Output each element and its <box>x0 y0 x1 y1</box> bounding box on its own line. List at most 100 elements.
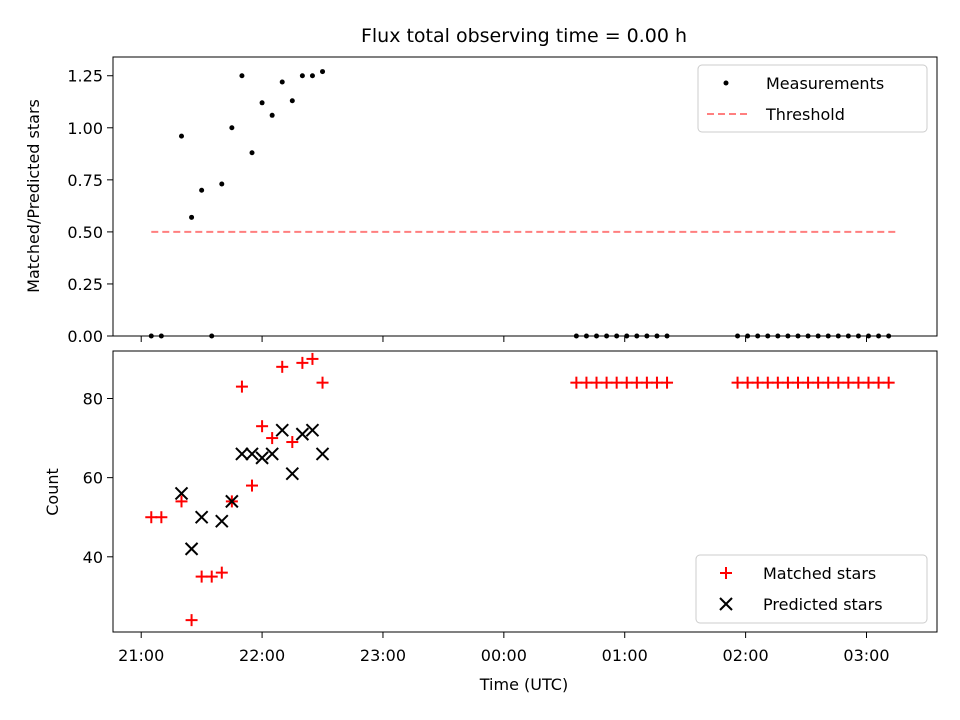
bottom-x-tick-label: 23:00 <box>360 646 406 665</box>
measurement-point <box>309 73 315 79</box>
top-legend-box <box>697 64 928 133</box>
matched-star-point <box>832 376 845 389</box>
matched-star-point <box>276 360 289 373</box>
predicted-star-point <box>225 494 239 509</box>
predicted-star-point <box>255 451 269 465</box>
bottom-legend-box <box>695 554 928 624</box>
matched-star-point <box>761 376 774 389</box>
legend-measurements-marker <box>723 80 729 86</box>
matched-star-point <box>741 376 754 389</box>
top-y-tick-label: 0.50 <box>67 223 103 242</box>
matched-star-point <box>842 376 855 389</box>
matched-star-point <box>852 376 865 389</box>
matched-star-point <box>286 436 299 449</box>
predicted-star-point <box>275 423 289 437</box>
bottom-y-tick-label: 60 <box>83 469 103 488</box>
measurement-point <box>289 98 295 104</box>
matched-star-point <box>862 376 875 389</box>
top-chart-title: Flux total observing time = 0.00 h <box>361 25 687 47</box>
matched-star-point <box>872 376 885 389</box>
legend-predicted-label: Predicted stars <box>763 595 883 614</box>
top-y-tick-label: 1.00 <box>67 119 103 138</box>
top-y-axis-ticks: 0.00 0.25 0.50 0.75 1.00 1.25 <box>67 67 113 346</box>
matched-star-point <box>610 376 623 389</box>
predicted-star-point <box>174 486 189 501</box>
matched-star-point <box>570 376 583 389</box>
matched-star-point <box>155 511 168 524</box>
predicted-star-point <box>245 447 259 461</box>
bottom-plot-marks <box>145 352 895 627</box>
measurement-point <box>269 112 275 118</box>
measurement-point <box>249 150 255 156</box>
matched-star-point <box>175 495 188 508</box>
legend-predicted-marker <box>719 597 733 611</box>
measurement-point <box>259 100 265 106</box>
top-y-tick-label: 1.25 <box>67 67 103 86</box>
bottom-plot-frame <box>112 350 938 633</box>
bottom-x-tick-label: 02:00 <box>723 646 769 665</box>
predicted-star-point <box>295 427 310 441</box>
measurement-point <box>189 214 195 220</box>
matched-star-point <box>630 376 643 389</box>
legend-matched-label: Matched stars <box>763 564 876 583</box>
measurement-point <box>199 187 205 193</box>
matched-star-point <box>731 376 744 389</box>
predicted-star-point <box>315 447 330 461</box>
predicted-star-point <box>215 514 229 528</box>
legend-measurements-label: Measurements <box>766 74 884 93</box>
measurement-point <box>219 181 225 187</box>
matched-star-point <box>235 380 248 393</box>
matched-star-point <box>661 376 674 389</box>
top-y-axis-label: Matched/Predicted stars <box>24 99 43 293</box>
matched-star-point <box>306 352 319 365</box>
matched-star-point <box>205 570 218 583</box>
predicted-star-point <box>235 447 249 461</box>
top-y-tick-label: 0.75 <box>67 171 103 190</box>
matched-star-point <box>246 479 259 492</box>
matched-star-point <box>791 376 804 389</box>
predicted-star-point <box>265 447 279 461</box>
matched-star-point <box>266 432 279 445</box>
matched-star-point <box>256 420 269 433</box>
matched-star-point <box>195 570 208 583</box>
matched-star-point <box>600 376 613 389</box>
matched-star-point <box>590 376 603 389</box>
predicted-star-point <box>194 510 209 524</box>
matched-star-point <box>215 566 228 579</box>
bottom-x-tick-label: 03:00 <box>843 646 889 665</box>
matched-star-point <box>781 376 794 389</box>
bottom-x-tick-label: 00:00 <box>481 646 527 665</box>
matched-star-point <box>296 356 309 369</box>
measurement-point <box>320 69 326 75</box>
bottom-x-tick-label: 01:00 <box>602 646 648 665</box>
measurement-point <box>279 79 285 85</box>
matched-star-point <box>822 376 835 389</box>
bottom-y-tick-label: 40 <box>83 548 103 567</box>
top-x-axis-ticks <box>140 336 867 342</box>
bottom-x-axis-label: Time (UTC) <box>479 675 568 694</box>
legend-threshold-label: Threshold <box>765 105 845 124</box>
bottom-x-tick-label: 21:00 <box>118 646 164 665</box>
matched-star-point <box>812 376 825 389</box>
bottom-y-tick-label: 80 <box>83 389 103 408</box>
top-y-tick-label: 0.00 <box>67 327 103 346</box>
measurement-point <box>299 73 305 79</box>
matched-star-point <box>751 376 764 389</box>
bottom-y-axis-label: Count <box>43 468 62 516</box>
matched-star-point <box>640 376 653 389</box>
bottom-x-tick-label: 22:00 <box>239 646 285 665</box>
matched-star-point <box>802 376 815 389</box>
matched-star-point <box>620 376 633 389</box>
matched-star-point <box>316 376 329 389</box>
predicted-star-point <box>305 423 320 437</box>
legend-matched-marker <box>720 567 732 579</box>
bottom-x-axis-ticks: 21:00 22:00 23:00 00:00 01:00 02:00 03:00 <box>118 632 890 665</box>
matched-star-point <box>145 511 158 524</box>
bottom-y-axis-ticks: 40 60 80 <box>83 389 113 567</box>
measurement-point <box>178 133 184 139</box>
predicted-star-point <box>285 466 300 481</box>
predicted-star-point <box>184 542 199 556</box>
top-y-tick-label: 0.25 <box>67 275 103 294</box>
measurement-point <box>239 73 245 79</box>
